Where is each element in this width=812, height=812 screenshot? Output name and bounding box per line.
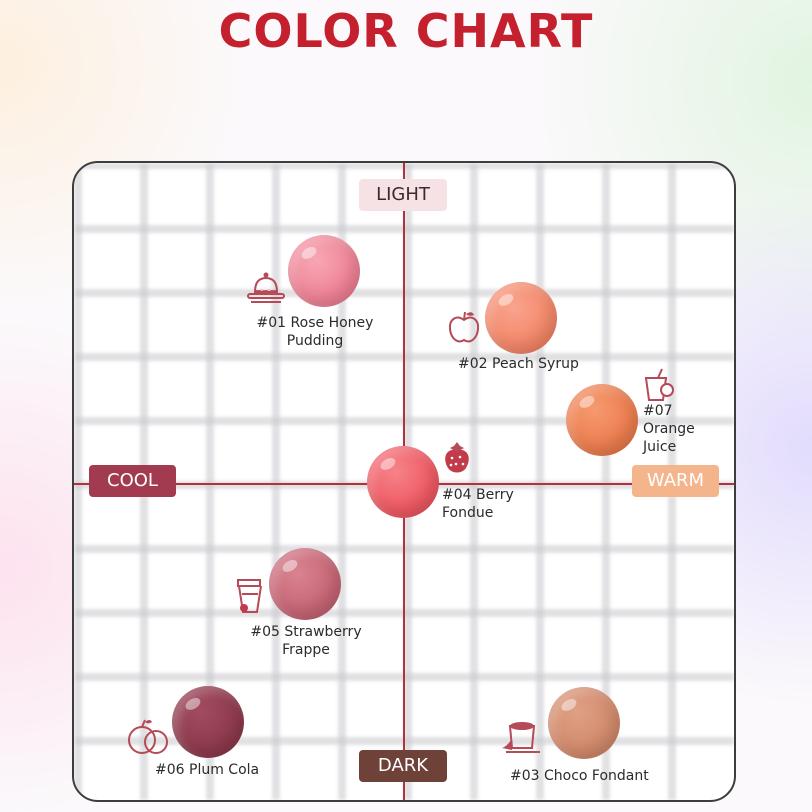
axis-label-cool: COOL [89, 465, 176, 497]
swatch-04-name-line2: Fondue [442, 505, 494, 521]
strawberry-icon [445, 442, 469, 473]
swatch-07-name-line1: #07 [643, 403, 673, 419]
swatch-04 [367, 446, 439, 518]
swatch-07-label: #07 Orange Juice [643, 402, 695, 456]
swatch-06 [172, 686, 244, 758]
swatch-01-name-line1: #01 Rose Honey [256, 315, 374, 331]
swatch-05-name-line2: Frappe [282, 642, 330, 658]
orange-juice-icon [644, 368, 674, 401]
swatch-07-name-line2: Orange [643, 421, 695, 437]
page-title: COLOR CHART [218, 4, 594, 58]
swatch-02-label: #02 Peach Syrup [458, 356, 579, 372]
swatch-03-label: #03 Choco Fondant [510, 768, 649, 784]
swatch-03 [548, 687, 620, 759]
swatch-07 [566, 384, 638, 456]
swatch-02 [485, 282, 557, 354]
axis-label-warm: WARM [632, 465, 719, 497]
swatch-05-label: #05 Strawberry Frappe [231, 623, 381, 659]
axis-label-light: LIGHT [359, 179, 447, 211]
frappe-icon [237, 579, 262, 613]
swatch-05 [269, 548, 341, 620]
swatch-01 [288, 235, 360, 307]
swatch-01-name-line2: Pudding [286, 333, 344, 349]
pudding-icon [247, 272, 285, 303]
axis-label-dark: DARK [359, 750, 447, 782]
swatch-01-label: #01 Rose Honey Pudding [240, 314, 390, 350]
fondant-icon [502, 722, 540, 753]
swatch-04-label: #04 Berry Fondue [442, 486, 514, 522]
plum-icon [128, 719, 168, 754]
swatch-06-label: #06 Plum Cola [155, 762, 260, 778]
swatch-05-name-line1: #05 Strawberry [250, 624, 362, 640]
swatch-07-name-line3: Juice [643, 439, 677, 455]
swatch-04-name-line1: #04 Berry [442, 487, 514, 503]
apple-icon [448, 311, 480, 343]
